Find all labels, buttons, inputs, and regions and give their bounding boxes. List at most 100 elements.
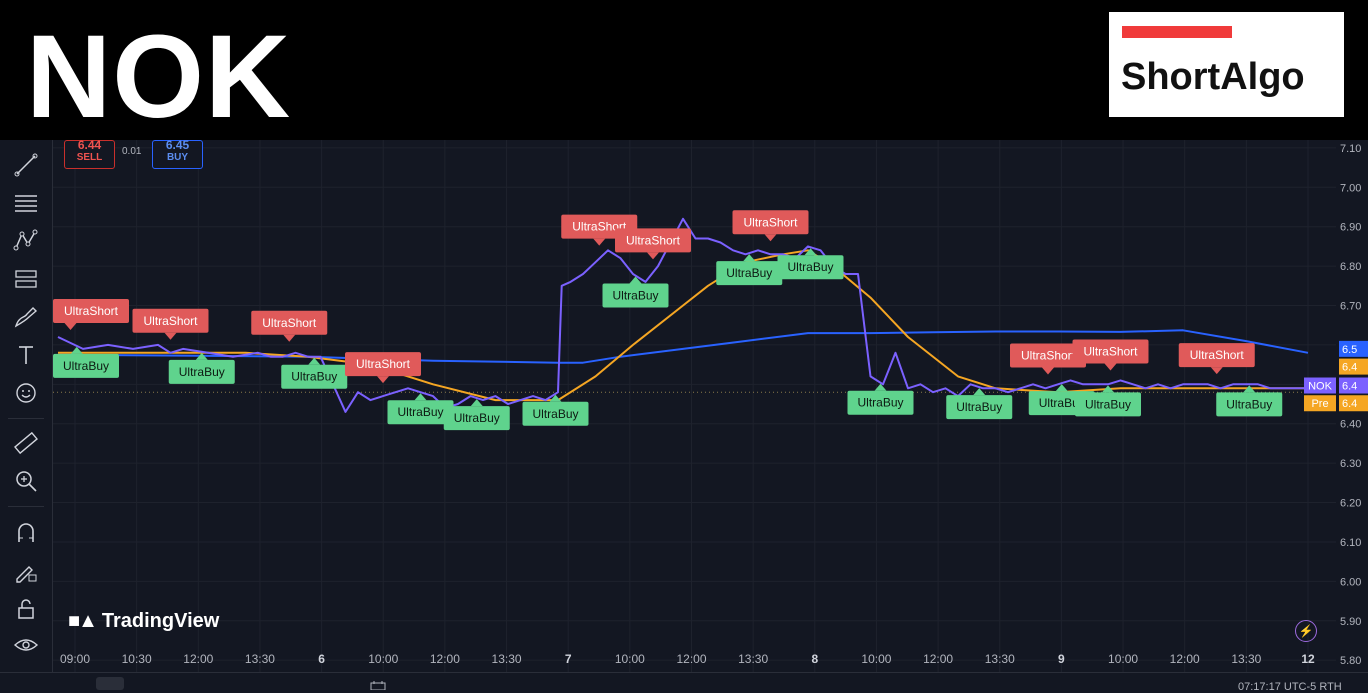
signal-pointer: [593, 238, 606, 246]
price-axis-badge: 6.4: [1339, 377, 1368, 394]
forecast-icon[interactable]: [13, 266, 39, 292]
ultrabuy-signal[interactable]: UltraBuy: [1216, 385, 1283, 417]
tradingview-logo[interactable]: ■▲ TradingView: [68, 610, 219, 633]
signal-pointer: [764, 234, 777, 242]
signal-box: [53, 298, 129, 323]
lightning-icon[interactable]: ⚡: [1295, 620, 1317, 642]
series-line: [57, 217, 1308, 413]
signal-label: UltraShort: [1190, 348, 1245, 362]
price-axis[interactable]: 7.107.006.906.806.706.606.506.406.306.20…: [1336, 140, 1368, 672]
price-badge-value: 6.4: [1342, 398, 1357, 410]
signal-pointer: [1210, 367, 1223, 375]
signal-label: UltraBuy: [612, 289, 658, 303]
series-tag-label: Pre: [1311, 398, 1328, 410]
buy-price: 6.45: [165, 138, 190, 152]
ultrabuy-signal[interactable]: UltraBuy: [716, 254, 783, 286]
emoji-icon[interactable]: [13, 380, 39, 406]
signal-box: [387, 400, 454, 425]
time-axis[interactable]: 09:00 10:30 12:00 13:30 6 10:00 12:00 13:30 7 10:…: [53, 646, 1368, 672]
signal-pointer: [1243, 385, 1256, 393]
signal-label: UltraBuy: [1085, 397, 1131, 411]
ultrabuy-signal[interactable]: UltraBuy: [53, 346, 119, 378]
sell-button[interactable]: 6.44 SELL: [64, 139, 115, 169]
signal-label: UltraBuy: [179, 365, 225, 379]
signal-box: [615, 228, 691, 253]
signal-box: [345, 352, 421, 377]
price-chart[interactable]: UltraShortUltraBuyUltraShortUltraBuyUltr…: [53, 140, 1336, 672]
signal-pointer: [1055, 384, 1068, 392]
ultrabuy-signal[interactable]: UltraBuy: [946, 388, 1013, 420]
ultrabuy-signal[interactable]: UltraBuy: [443, 399, 510, 431]
ultrashort-signal[interactable]: UltraShort: [1072, 339, 1149, 371]
magnet-icon[interactable]: [13, 520, 39, 546]
signal-pointer: [70, 346, 83, 354]
ultrashort-signal[interactable]: UltraShort: [132, 308, 209, 340]
time-tick-label: 12:00: [676, 652, 706, 666]
time-tick-label: 9: [1058, 652, 1065, 666]
buy-button[interactable]: 6.45 BUY: [152, 138, 203, 169]
ultrashort-signal[interactable]: UltraShort: [53, 298, 129, 330]
lock-drawing-icon[interactable]: [13, 558, 39, 584]
tradingview-mark-icon: ■▲: [68, 610, 98, 632]
lock-icon[interactable]: [13, 596, 39, 622]
timeframe-button[interactable]: [96, 677, 124, 690]
trend-line-icon[interactable]: [13, 152, 39, 178]
price-axis-badge: 6.4: [1339, 395, 1368, 412]
signal-box: [1216, 392, 1283, 417]
buy-label: BUY: [166, 152, 189, 163]
zoom-icon[interactable]: [13, 468, 39, 494]
series-tag-bg: [1304, 377, 1336, 394]
eye-icon[interactable]: [13, 632, 39, 658]
signal-pointer: [414, 393, 427, 401]
toolbar-divider: [8, 418, 44, 419]
ultrabuy-signal[interactable]: UltraBuy: [281, 357, 348, 389]
ultrabuy-signal[interactable]: UltraBuy: [1075, 385, 1141, 417]
ultrabuy-signal[interactable]: UltraBuy: [168, 352, 235, 384]
signal-box: [1072, 339, 1149, 364]
price-tick-label: 6.00: [1340, 576, 1361, 588]
ultrashort-signal[interactable]: UltraShort: [345, 352, 421, 384]
brush-icon[interactable]: [13, 304, 39, 330]
signal-label: UltraBuy: [857, 396, 903, 410]
text-icon[interactable]: [13, 342, 39, 368]
signal-label: UltraBuy: [1039, 396, 1085, 410]
price-tick-label: 5.90: [1340, 616, 1361, 628]
shortalgo-logo: ShortAlgo: [1109, 12, 1344, 117]
calendar-icon[interactable]: [370, 681, 386, 690]
price-badge-bg: [1339, 395, 1368, 412]
time-tick-label: 09:00: [60, 652, 90, 666]
ultrashort-signal[interactable]: UltraShort: [251, 310, 328, 342]
logo-red-bar: [1122, 26, 1232, 38]
signal-label: UltraShort: [64, 304, 119, 318]
ultrashort-signal[interactable]: UltraShort: [1178, 343, 1255, 375]
ultrashort-signal[interactable]: UltraShort: [732, 210, 809, 242]
ultrabuy-signal[interactable]: UltraBuy: [847, 383, 914, 415]
series-line: [58, 249, 1308, 402]
signal-label: UltraShort: [626, 233, 681, 247]
time-tick-label: 13:30: [245, 652, 275, 666]
sell-label: SELL: [76, 152, 103, 163]
signal-pointer: [470, 399, 483, 407]
ruler-icon[interactable]: [13, 430, 39, 456]
signal-pointer: [283, 334, 296, 342]
header-banner: NOK ShortAlgo: [0, 0, 1368, 140]
ultrashort-signal[interactable]: UltraShort: [615, 228, 691, 260]
price-badge-bg: [1339, 377, 1368, 394]
time-tick-label: 13:30: [985, 652, 1015, 666]
ultrabuy-signal[interactable]: UltraBuy: [602, 276, 669, 308]
fib-lines-icon[interactable]: [13, 190, 39, 216]
ultrashort-signal[interactable]: UltraShort: [1010, 343, 1086, 375]
price-badge-value: 6.4: [1342, 381, 1357, 393]
toolbar-divider: [8, 506, 44, 507]
signal-box: [132, 308, 209, 333]
signal-label: UltraShort: [262, 316, 317, 330]
ultrabuy-signal[interactable]: UltraBuy: [522, 394, 589, 426]
time-tick-label: 10:00: [861, 652, 891, 666]
time-tick-label: 8: [811, 652, 818, 666]
signal-label: UltraBuy: [956, 400, 1002, 414]
ultrabuy-signal[interactable]: UltraBuy: [387, 393, 454, 425]
time-tick-label: 10:00: [1108, 652, 1138, 666]
ultrabuy-signal[interactable]: UltraBuy: [777, 248, 844, 280]
time-tick-label: 10:00: [368, 652, 398, 666]
pattern-icon[interactable]: [13, 228, 39, 254]
